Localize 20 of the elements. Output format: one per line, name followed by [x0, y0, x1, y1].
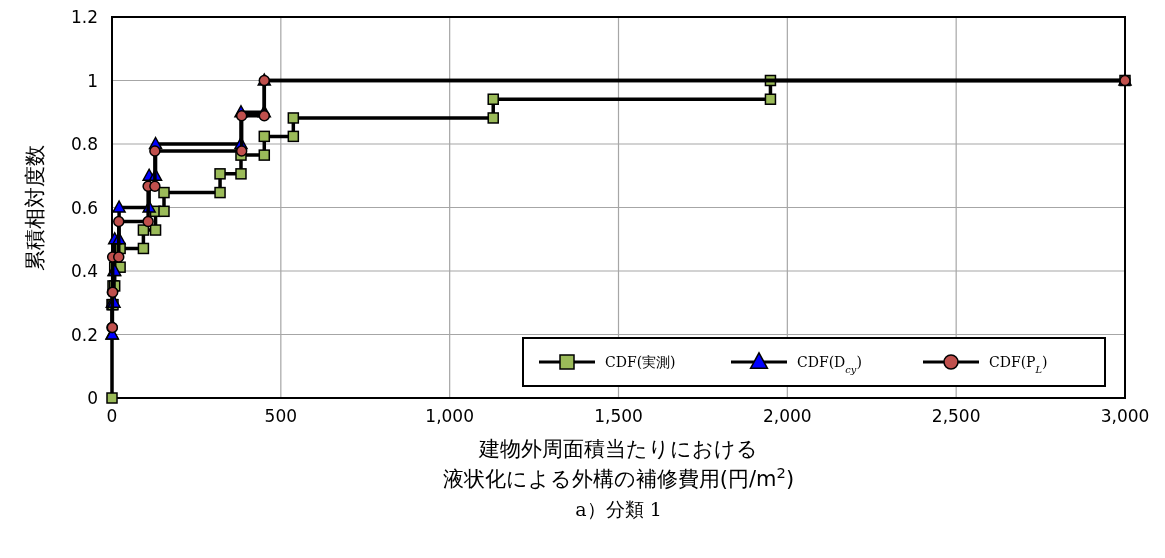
x-axis-title: 建物外周面積当たりにおける液状化による外構の補修費用(円/m$^{2}$) — [442, 437, 795, 491]
y-axis-title: 累積相対度数 — [23, 144, 47, 271]
y-tick-label: 0.6 — [70, 197, 98, 218]
legend-label: CDF(P$_{L}$) — [989, 354, 1048, 375]
x-tick-label: 1,500 — [594, 406, 643, 426]
legend-label: CDF(実測) — [605, 354, 676, 370]
x-tick-label: 3,000 — [1100, 406, 1150, 426]
y-tick-label: 1.2 — [70, 7, 98, 27]
y-tick-label: 0.2 — [70, 324, 98, 345]
y-tick-label: 0.4 — [70, 261, 98, 281]
x-tick-label: 0 — [106, 406, 118, 426]
text: a）分類 1 — [575, 498, 662, 520]
x-tick-label: 2,000 — [763, 406, 812, 426]
y-tick-label: 0 — [87, 388, 98, 408]
x-tick-label: 500 — [264, 406, 298, 426]
y-tick-label: 1 — [87, 70, 98, 91]
x-tick-label: 2,500 — [931, 406, 981, 426]
y-tick-label: 0.8 — [70, 134, 98, 154]
legend-label: CDF(D$_{cy}$) — [797, 354, 862, 375]
x-tick-label: 1,000 — [425, 406, 474, 426]
